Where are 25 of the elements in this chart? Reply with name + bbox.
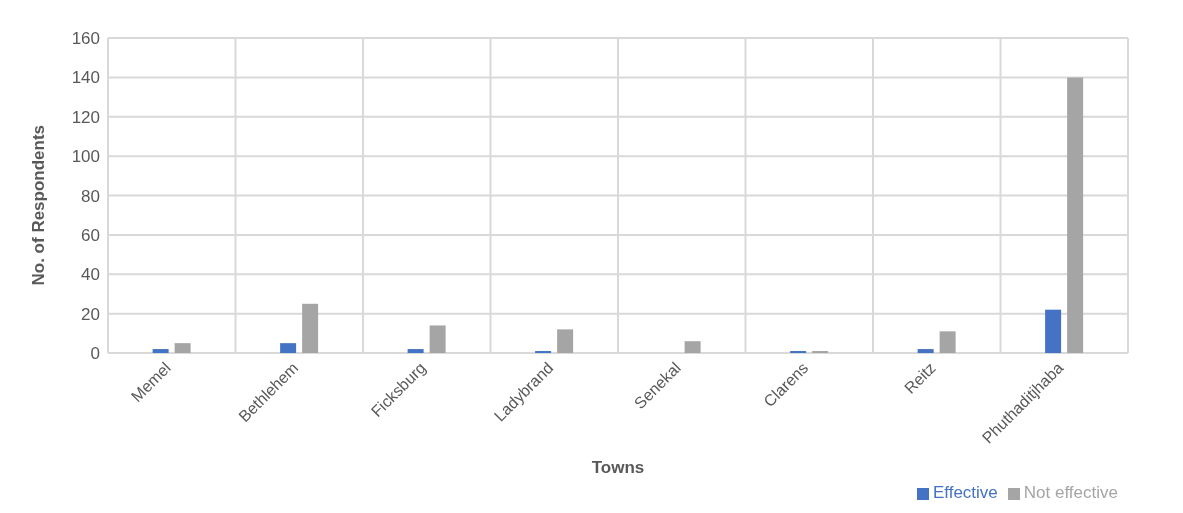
- y-axis-title: No. of Respondents: [29, 124, 49, 286]
- bar: [302, 303, 319, 353]
- bar: [939, 331, 956, 353]
- y-tick-label: 140: [71, 68, 100, 88]
- y-tick-label: 160: [71, 29, 100, 49]
- y-tick-label: 100: [71, 147, 100, 167]
- y-tick-label: 80: [81, 186, 100, 206]
- y-tick-label: 20: [81, 304, 100, 324]
- bar: [429, 325, 446, 353]
- y-tick-label: 120: [71, 107, 100, 127]
- y-tick-label: 60: [81, 225, 100, 245]
- bar: [684, 341, 701, 353]
- bar: [557, 329, 574, 353]
- x-axis-title: Towns: [591, 458, 645, 477]
- y-tick-label: 40: [81, 265, 100, 285]
- legend-label: Effective: [932, 483, 998, 502]
- bar: [174, 343, 191, 353]
- legend-label: Not effective: [1023, 483, 1118, 502]
- y-tick-label: 0: [90, 344, 100, 364]
- bar: [152, 349, 169, 353]
- bar: [407, 349, 424, 353]
- bar: [1067, 77, 1084, 353]
- bar: [280, 343, 297, 353]
- bar: [1045, 309, 1062, 353]
- bar: [917, 349, 934, 353]
